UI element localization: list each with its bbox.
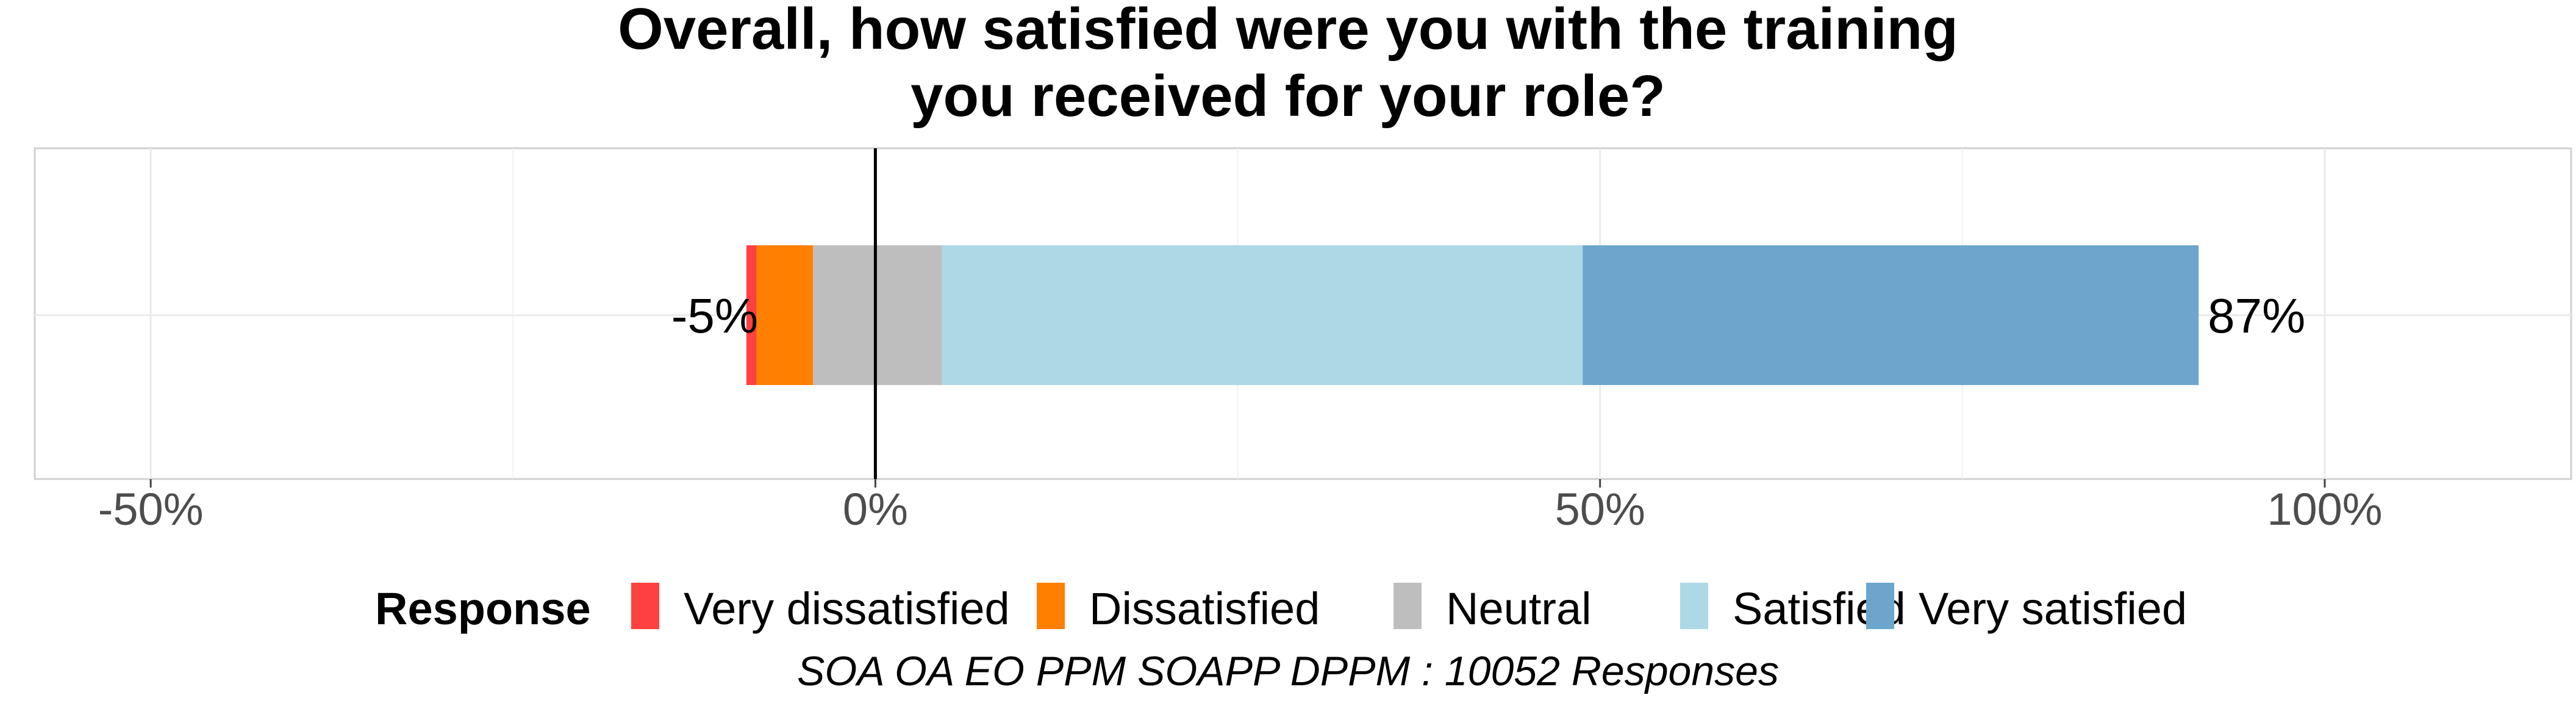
- x-axis: -50% 0% 50% 100%: [98, 479, 2383, 535]
- legend-key: [1680, 583, 1708, 629]
- x-tick-label: -50%: [98, 484, 204, 535]
- legend-key: [1394, 583, 1422, 629]
- x-tick-label: 100%: [2267, 484, 2382, 535]
- bar-segment-satisfied: [942, 245, 1583, 385]
- bar-segment-very-dissatisfied: [746, 245, 757, 385]
- bar-segment-very-satisfied: [1583, 245, 2199, 385]
- legend-title: Response: [375, 583, 591, 634]
- caption-text: SOA OA EO PPM SOAPP DPPM : 10052 Respons…: [797, 648, 1779, 694]
- legend: Response Very dissatisfied Dissatisfied Neu…: [375, 583, 2187, 634]
- legend-label: Dissatisfied: [1089, 583, 1320, 634]
- legend-label: Very satisfied: [1919, 583, 2187, 634]
- bar-segment-neutral: [813, 245, 942, 385]
- legend-key: [1037, 583, 1065, 629]
- legend-key: [1866, 583, 1894, 629]
- legend-label: Neutral: [1446, 583, 1592, 634]
- positive-total-label: 87%: [2208, 289, 2305, 343]
- caption: SOA OA EO PPM SOAPP DPPM : 10052 Respons…: [797, 648, 1779, 694]
- x-tick-label: 50%: [1555, 484, 1645, 535]
- legend-label: Very dissatisfied: [684, 583, 1010, 634]
- negative-total-label: -5%: [671, 289, 758, 343]
- chart-title: Overall, how satisfied were you with the…: [618, 0, 1958, 129]
- bar-labels: -5% 87%: [671, 289, 2306, 343]
- bar-segment-dissatisfied: [756, 245, 814, 385]
- legend-key: [631, 583, 659, 629]
- chart-title-line: Overall, how satisfied were you with the…: [618, 0, 1958, 62]
- x-tick-label: 0%: [843, 484, 908, 535]
- stacked-bar: [746, 148, 2199, 479]
- chart-title-line: you received for your role?: [911, 63, 1665, 129]
